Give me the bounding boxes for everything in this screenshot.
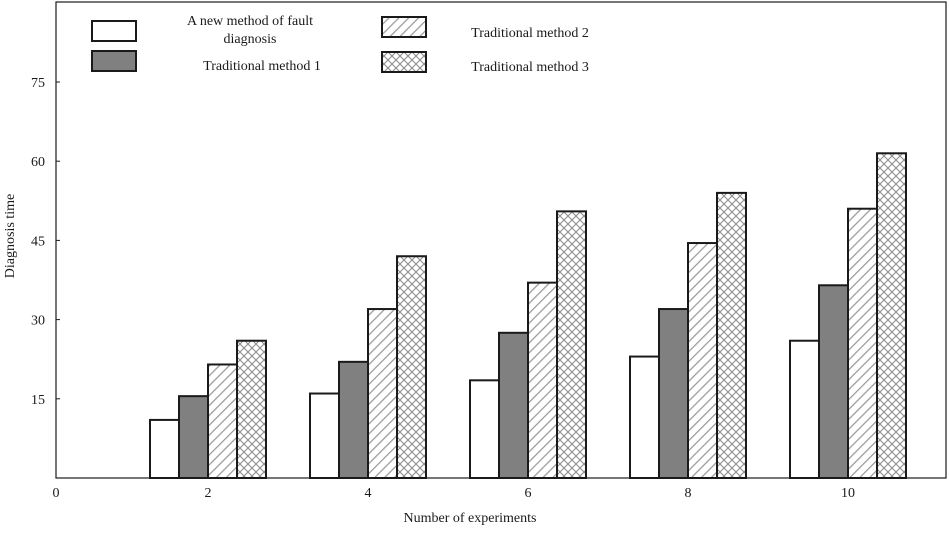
bar-s4-x6 bbox=[556, 210, 587, 480]
bar-s2-x8 bbox=[658, 308, 689, 480]
y-tick-label-30: 30 bbox=[31, 314, 45, 329]
x-tick-label-8: 8 bbox=[685, 486, 692, 501]
x-tick-label-4: 4 bbox=[365, 486, 372, 501]
bar-s4-x8 bbox=[716, 191, 747, 479]
bar-s2-x6 bbox=[498, 331, 529, 479]
bar-s1-x4 bbox=[309, 392, 340, 479]
legend-swatch-2 bbox=[91, 50, 137, 72]
bar-s2-x4 bbox=[338, 360, 369, 479]
bar-s2-x10 bbox=[818, 284, 849, 479]
legend-label-2: Traditional method 1 bbox=[203, 59, 321, 74]
x-tick-label-2: 2 bbox=[205, 486, 212, 501]
y-axis-label: Diagnosis time bbox=[3, 194, 18, 278]
legend-swatch-1 bbox=[91, 20, 137, 42]
bar-s2-x2 bbox=[178, 395, 209, 479]
legend-label-3: Traditional method 2 bbox=[471, 26, 589, 41]
bar-s4-x2 bbox=[236, 339, 267, 479]
y-tick-label-45: 45 bbox=[31, 234, 45, 249]
bars-layer bbox=[149, 152, 907, 480]
bar-s1-x8 bbox=[629, 355, 660, 479]
legend-swatch-4 bbox=[381, 51, 427, 73]
bar-s3-x10 bbox=[847, 207, 878, 479]
x-origin-label: 0 bbox=[53, 486, 60, 501]
legend-swatch-3 bbox=[381, 16, 427, 38]
bar-s4-x4 bbox=[396, 255, 427, 479]
x-tick-label-6: 6 bbox=[525, 486, 532, 501]
legend-label-4: Traditional method 3 bbox=[471, 60, 589, 75]
y-tick-label-15: 15 bbox=[31, 393, 45, 408]
bar-s3-x2 bbox=[207, 363, 238, 480]
bar-s1-x6 bbox=[469, 379, 500, 480]
bar-s3-x6 bbox=[527, 281, 558, 480]
bar-s3-x4 bbox=[367, 308, 398, 480]
bar-s1-x10 bbox=[789, 339, 820, 479]
x-axis-label: Number of experiments bbox=[404, 511, 537, 526]
ticks-layer: 15 30 45 60 75 0 2 4 6 8 10 bbox=[31, 76, 855, 501]
legend: A new method of fault diagnosis Traditiona… bbox=[91, 14, 589, 75]
y-tick-label-60: 60 bbox=[31, 155, 45, 170]
x-tick-label-10: 10 bbox=[841, 486, 855, 501]
legend-label-1: A new method of fault diagnosis bbox=[187, 14, 313, 47]
y-tick-label-75: 75 bbox=[31, 76, 45, 91]
bar-s3-x8 bbox=[687, 242, 718, 479]
bar-s4-x10 bbox=[876, 152, 907, 479]
bar-s1-x2 bbox=[149, 418, 180, 480]
